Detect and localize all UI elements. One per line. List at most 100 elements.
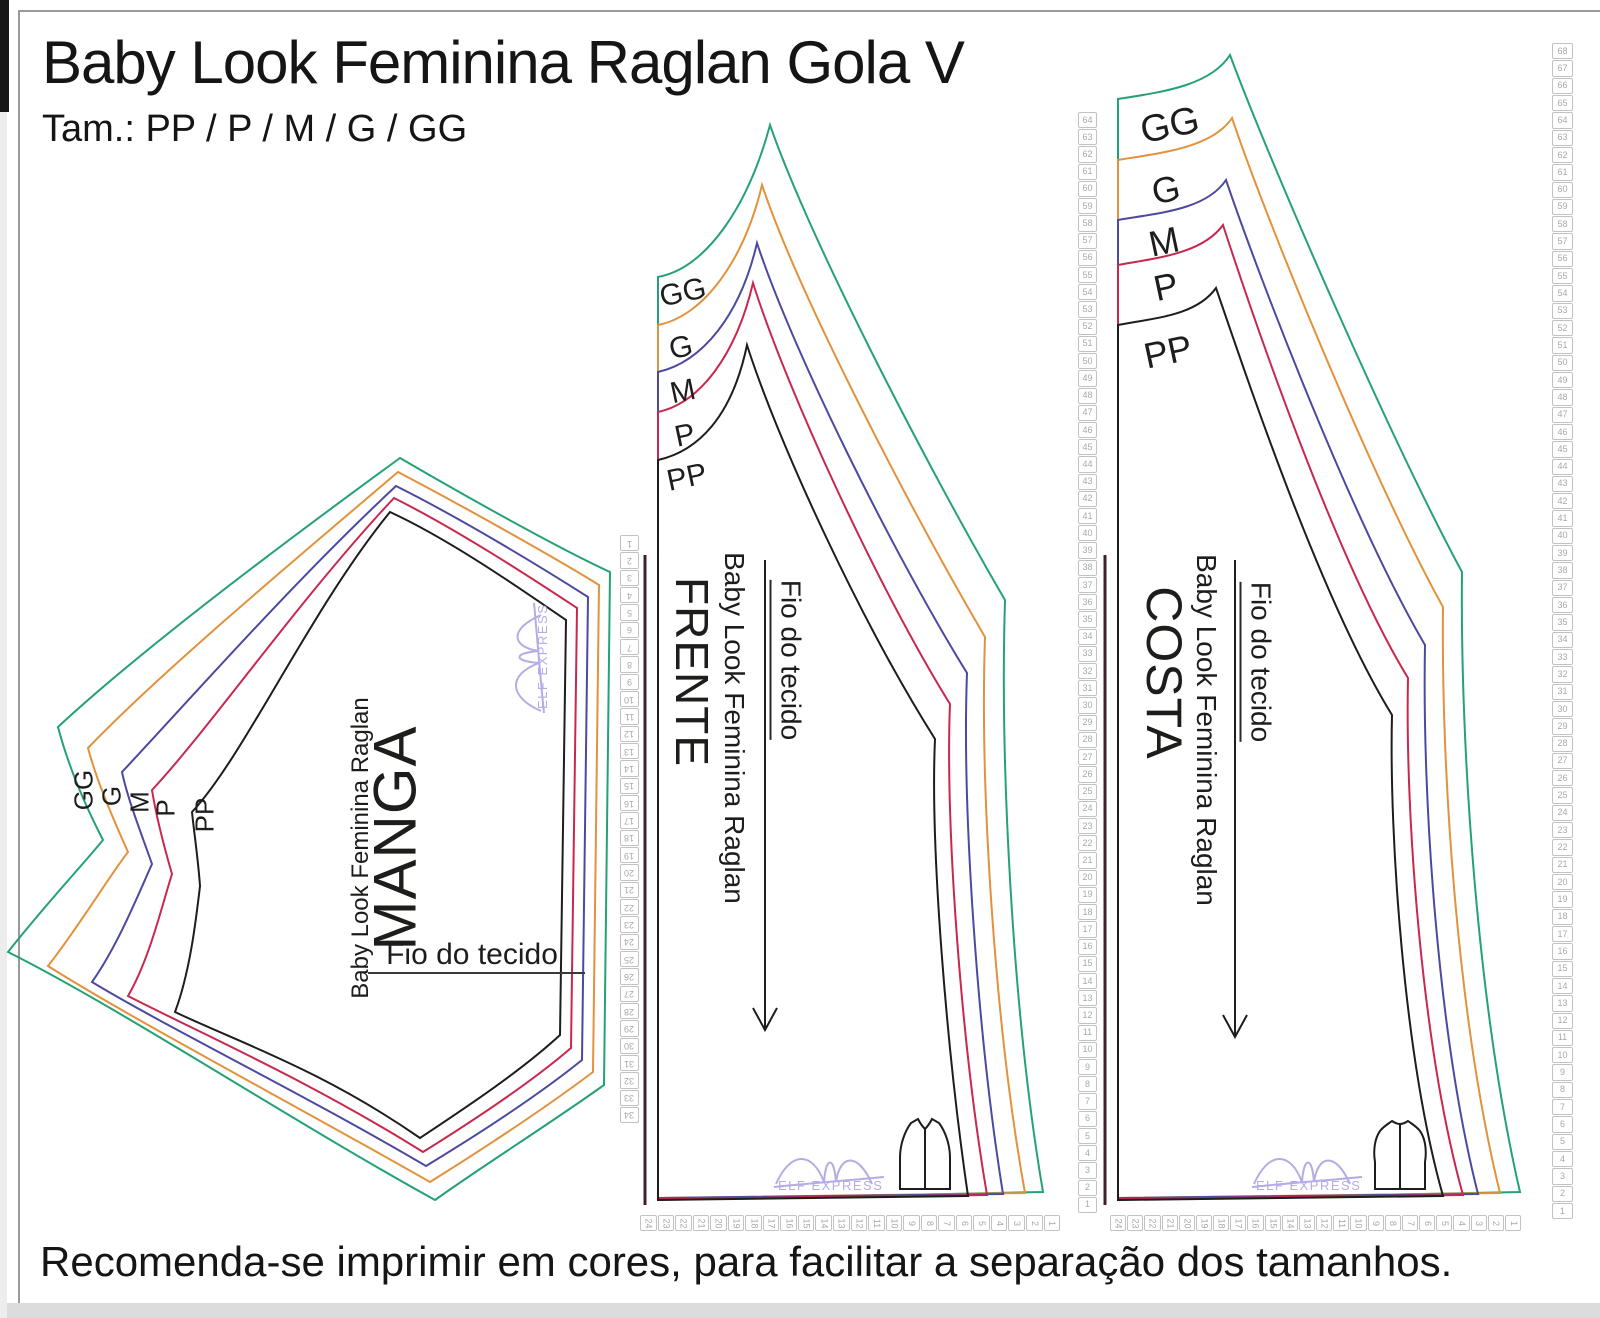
ruler-cell: 20 <box>1552 874 1573 891</box>
ruler-cell: 24 <box>1110 1215 1127 1231</box>
costa-logo <box>1251 1157 1363 1194</box>
ruler-cell: 8 <box>620 656 639 673</box>
ruler-cell: 3 <box>620 569 639 586</box>
ruler-cell: 17 <box>762 1215 780 1231</box>
ruler-cell: 1 <box>1552 1202 1573 1220</box>
ruler-cell: 3 <box>1008 1215 1026 1231</box>
ruler-cell: 17 <box>620 812 639 829</box>
costa-outline-g <box>1117 115 1502 1200</box>
ruler-cell: 6 <box>1078 1110 1097 1127</box>
ruler-cell: 25 <box>620 950 639 968</box>
ruler-cell: 23 <box>657 1215 675 1231</box>
costa-outline-m <box>1117 177 1480 1200</box>
ruler-cell: 58 <box>1078 215 1097 232</box>
ruler-cell: 8 <box>1384 1215 1401 1231</box>
ruler-cell: 22 <box>1078 835 1097 852</box>
ruler-cell: 33 <box>1078 645 1097 662</box>
frente-piece <box>643 121 1045 1205</box>
ruler-cell: 29 <box>1552 718 1573 735</box>
ruler-cell: 8 <box>920 1215 938 1231</box>
ruler-cell: 25 <box>1078 783 1097 800</box>
ruler-cell: 12 <box>1078 1007 1097 1024</box>
frente-size-label-gg: GG <box>656 271 710 314</box>
ruler-cell: 21 <box>620 881 639 898</box>
ruler-cell: 6 <box>955 1215 973 1231</box>
ruler-cell: 23 <box>1552 822 1573 839</box>
ruler-cell: 2 <box>1078 1179 1097 1196</box>
ruler-cell: 29 <box>1078 714 1097 731</box>
manga-outline-g <box>46 470 601 1184</box>
ruler-cell: 32 <box>620 1072 639 1089</box>
ruler-cell: 20 <box>1078 869 1097 886</box>
costa-grain-label: Fio do tecido <box>1239 581 1418 743</box>
ruler-costa-horizontal: 24 23 22 21 20 19 18 17 16 15 14 13 12 11 10 9 8 7 6 5 4 3 2 1 <box>1110 1215 1522 1231</box>
ruler-cell: 7 <box>1078 1093 1097 1110</box>
ruler-cell: 2 <box>1487 1215 1504 1231</box>
ruler-cell: 51 <box>1078 335 1097 353</box>
ruler-cell: 20 <box>1178 1215 1195 1231</box>
manga-outline-p <box>126 496 579 1154</box>
ruler-cell: 6 <box>620 621 639 638</box>
frente-outline-p <box>657 279 989 1201</box>
manga-size-label-p: P <box>150 799 181 817</box>
ruler-cell: 17 <box>1230 1215 1247 1231</box>
ruler-cell: 31 <box>1078 680 1097 697</box>
ruler-cell: 6 <box>1419 1215 1436 1231</box>
ruler-cell: 29 <box>620 1020 639 1037</box>
manga-outline-m <box>90 484 590 1168</box>
ruler-cell: 24 <box>620 933 639 950</box>
ruler-cell: 64 <box>1078 112 1097 129</box>
ruler-cell: 38 <box>1552 562 1573 579</box>
ruler-cell: 17 <box>1552 925 1573 943</box>
ruler-cell: 26 <box>1552 770 1573 787</box>
ruler-cell: 28 <box>1078 731 1097 749</box>
costa-mini-garment-icon <box>1373 1119 1427 1190</box>
ruler-cell: 22 <box>1144 1215 1161 1231</box>
ruler-cell: 8 <box>1078 1076 1097 1093</box>
ruler-cell: 27 <box>1552 752 1573 770</box>
ruler-cell: 27 <box>620 985 639 1002</box>
ruler-cell: 49 <box>1552 371 1573 389</box>
ruler-cell: 47 <box>1552 406 1573 423</box>
ruler-cell: 15 <box>797 1215 815 1231</box>
ruler-cell: 27 <box>1078 749 1097 766</box>
ruler-cell: 36 <box>1078 594 1097 611</box>
ruler-cell: 65 <box>1552 94 1573 112</box>
ruler-cell: 43 <box>1078 473 1097 490</box>
ruler-cell: 7 <box>1552 1099 1573 1116</box>
ruler-cell: 1 <box>1078 1196 1097 1213</box>
ruler-cell: 56 <box>1552 250 1573 268</box>
ruler-cell: 28 <box>1552 735 1573 752</box>
ruler-cell: 2 <box>620 552 639 569</box>
ruler-cell: 21 <box>692 1215 710 1231</box>
ruler-cell: 17 <box>1078 921 1097 938</box>
ruler-cell: 16 <box>1247 1215 1264 1231</box>
ruler-cell: 24 <box>1078 800 1097 817</box>
ruler-cell: 19 <box>1195 1215 1213 1231</box>
ruler-cell: 40 <box>1552 527 1573 545</box>
frente-mini-garment-icon <box>899 1117 951 1190</box>
page-border-left <box>18 10 20 1318</box>
ruler-cell: 6 <box>1552 1116 1573 1133</box>
ruler-cell: 5 <box>973 1215 990 1231</box>
ruler-cell: 52 <box>1552 320 1573 337</box>
ruler-cell: 38 <box>1078 559 1097 576</box>
ruler-cell: 41 <box>1552 510 1573 527</box>
ruler-cell: 61 <box>1078 163 1097 180</box>
ruler-cell: 18 <box>620 829 639 846</box>
ruler-cell: 40 <box>1078 525 1097 542</box>
ruler-cell: 36 <box>1552 597 1573 614</box>
ruler-cell: 11 <box>1333 1215 1350 1231</box>
costa-grain-arrow <box>1222 560 1248 1040</box>
costa-size-label-gg: GG <box>1136 98 1204 153</box>
ruler-cell: 3 <box>1470 1215 1487 1231</box>
ruler-cell: 57 <box>1552 233 1573 250</box>
ruler-cell: 4 <box>1453 1215 1470 1231</box>
page-bottom-band <box>7 1303 1600 1318</box>
costa-outline-pp <box>1117 285 1445 1202</box>
ruler-cell: 26 <box>620 968 639 985</box>
ruler-cell: 4 <box>1078 1145 1097 1162</box>
ruler-cell: 12 <box>850 1215 868 1231</box>
ruler-cell: 46 <box>1078 421 1097 439</box>
ruler-cell: 10 <box>1350 1215 1367 1231</box>
